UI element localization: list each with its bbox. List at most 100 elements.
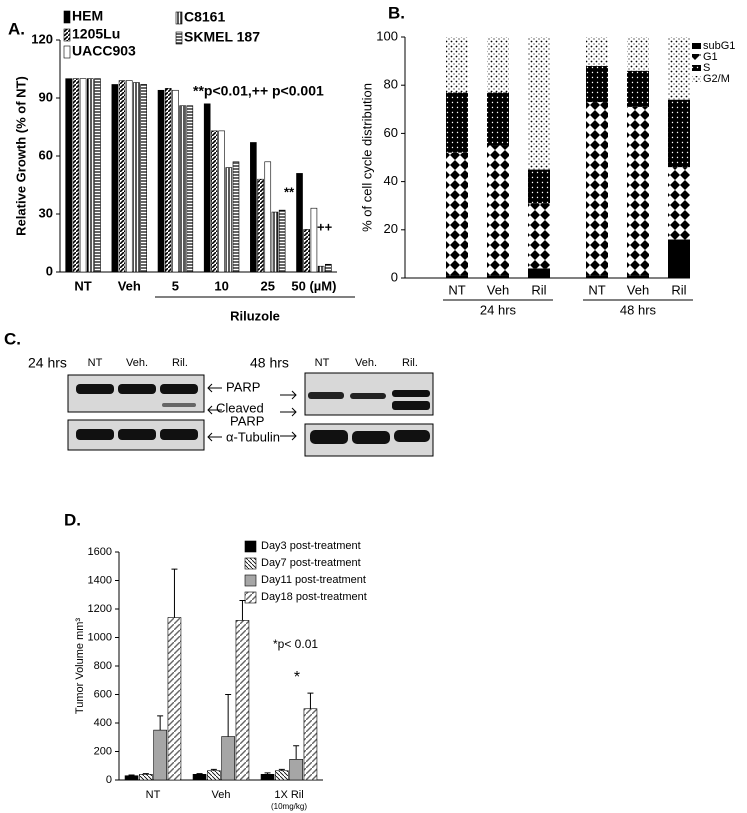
- band: [162, 403, 196, 407]
- bar: [118, 80, 126, 273]
- error-bar: [307, 692, 314, 709]
- bar: [186, 105, 194, 273]
- annotation: **: [284, 184, 295, 199]
- bar: [157, 89, 165, 273]
- bar: [264, 161, 272, 273]
- lane-label: Veh.: [355, 357, 377, 369]
- bar: [164, 88, 172, 273]
- bar-segment: [668, 37, 690, 100]
- legend-label: HEM: [72, 8, 103, 24]
- band: [308, 392, 344, 399]
- bar: [221, 736, 235, 781]
- legend-label: S: [703, 62, 710, 74]
- bar: [207, 770, 221, 781]
- panel-label: A.: [8, 19, 25, 38]
- bar-segment: [528, 37, 550, 170]
- bar-segment: [487, 145, 509, 276]
- bar: [303, 708, 318, 781]
- legend-swatch: [692, 65, 701, 71]
- error-bar: [128, 774, 135, 776]
- legend-label: SKMEL 187: [184, 29, 260, 45]
- y-tick-label: 90: [39, 89, 53, 104]
- legend-swatch: [244, 591, 257, 604]
- y-tick-label: 0: [46, 263, 53, 278]
- legend-swatch: [244, 574, 257, 587]
- y-tick-label: 400: [94, 717, 112, 729]
- bar: [289, 759, 303, 781]
- error-bar: [264, 772, 271, 775]
- bar: [271, 211, 279, 273]
- band: [160, 429, 198, 440]
- y-tick-label: 20: [384, 221, 398, 236]
- legend-swatch: [175, 31, 183, 45]
- bar: [325, 263, 332, 273]
- annotation: ++: [317, 219, 333, 234]
- y-tick-label: 0: [391, 269, 398, 284]
- bar: [296, 173, 303, 273]
- error-bar: [278, 768, 285, 771]
- legend-swatch: [63, 28, 71, 42]
- x-tick-label: 1X Ril: [274, 789, 303, 801]
- lane-label: Veh.: [126, 357, 148, 369]
- legend-label: 1205Lu: [72, 26, 120, 42]
- legend-swatch: [175, 11, 183, 25]
- bar: [250, 142, 257, 273]
- bar-segment: [668, 99, 690, 168]
- y-tick-label: 0: [106, 774, 112, 786]
- x-tick-label: NT: [74, 278, 91, 293]
- bar: [86, 78, 94, 273]
- band: [76, 429, 114, 440]
- error-bar: [239, 599, 246, 621]
- bar-segment: [446, 275, 468, 278]
- lane-label: Ril.: [402, 357, 418, 369]
- bar: [72, 78, 80, 273]
- legend-swatch: [63, 45, 71, 59]
- bar-segment: [627, 37, 649, 71]
- y-tick-label: 1000: [88, 631, 112, 643]
- bar: [275, 770, 289, 781]
- bar-segment: [668, 167, 690, 240]
- error-bar: [210, 768, 217, 771]
- y-axis-title: Relative Growth (% of NT): [13, 76, 28, 236]
- x-axis-title: Riluzole: [230, 308, 280, 323]
- lane-label: NT: [315, 357, 330, 369]
- legend-swatch: [63, 10, 71, 24]
- legend-label: G1: [703, 51, 718, 63]
- x-tick-label: NT: [448, 282, 465, 297]
- x-tick-label: 5: [172, 278, 179, 293]
- panel-label: B.: [388, 3, 405, 22]
- x-tick-label: 10: [214, 278, 228, 293]
- legend-swatch: [692, 54, 701, 60]
- group-label: 24 hrs: [480, 302, 517, 317]
- band-label: PARP: [226, 379, 260, 394]
- y-tick-label: 30: [39, 205, 53, 220]
- legend-label: subG1: [703, 40, 735, 52]
- legend-swatch: [692, 43, 701, 49]
- legend-label: Day7 post-treatment: [261, 557, 361, 569]
- bar-segment: [586, 37, 608, 66]
- panel-label: D.: [64, 510, 81, 529]
- y-tick-label: 600: [94, 688, 112, 700]
- x-tick-label: Ril: [671, 282, 686, 297]
- bar: [310, 207, 318, 273]
- bar-segment: [487, 92, 509, 146]
- bar-segment: [586, 275, 608, 278]
- legend-label: Day11 post-treatment: [261, 574, 366, 586]
- error-bar: [225, 694, 232, 737]
- bar-segment: [446, 92, 468, 153]
- band: [118, 429, 156, 440]
- y-tick-label: 800: [94, 660, 112, 672]
- x-tick-label: Veh: [212, 789, 231, 801]
- bar-segment: [586, 102, 608, 276]
- x-tick-label: 50 (µM): [291, 278, 336, 293]
- y-tick-label: 1400: [88, 574, 112, 586]
- band: [118, 384, 156, 394]
- legend-label: UACC903: [72, 43, 136, 59]
- bar: [203, 103, 211, 273]
- bar: [125, 80, 133, 273]
- y-tick-label: 1200: [88, 603, 112, 615]
- y-tick-label: 120: [31, 31, 53, 46]
- x-tick-label: Veh: [487, 282, 509, 297]
